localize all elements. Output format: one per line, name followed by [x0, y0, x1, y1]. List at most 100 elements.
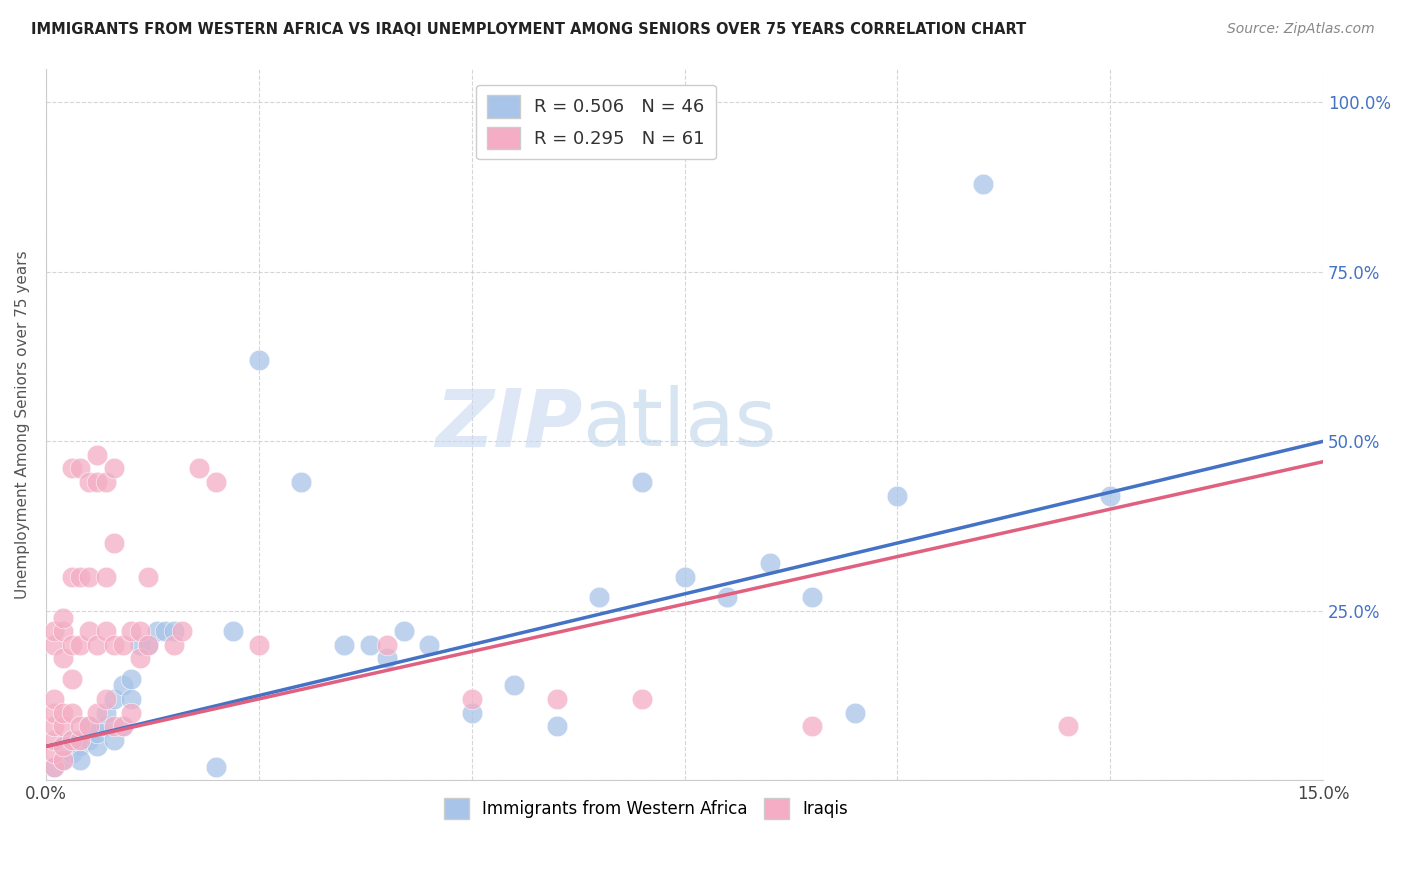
Point	[69, 719, 91, 733]
Point	[44, 692, 66, 706]
Point	[172, 624, 194, 639]
Point	[60, 570, 83, 584]
Point	[136, 570, 159, 584]
Point	[44, 732, 66, 747]
Point	[52, 739, 75, 754]
Point	[69, 570, 91, 584]
Legend: Immigrants from Western Africa, Iraqis: Immigrants from Western Africa, Iraqis	[437, 792, 855, 825]
Point	[503, 678, 526, 692]
Point	[1056, 719, 1078, 733]
Point	[52, 651, 75, 665]
Point	[44, 746, 66, 760]
Point	[145, 624, 167, 639]
Point	[77, 475, 100, 489]
Point	[546, 719, 568, 733]
Point	[120, 672, 142, 686]
Point	[136, 638, 159, 652]
Point	[52, 753, 75, 767]
Point	[886, 489, 908, 503]
Text: ZIP: ZIP	[434, 385, 582, 464]
Point	[94, 719, 117, 733]
Point	[60, 732, 83, 747]
Point	[44, 719, 66, 733]
Point	[77, 719, 100, 733]
Point	[86, 739, 108, 754]
Point	[128, 651, 150, 665]
Point	[44, 624, 66, 639]
Point	[136, 638, 159, 652]
Point	[52, 610, 75, 624]
Point	[205, 760, 228, 774]
Point	[103, 692, 125, 706]
Point	[111, 678, 134, 692]
Point	[163, 624, 186, 639]
Point	[460, 706, 482, 720]
Point	[52, 706, 75, 720]
Point	[94, 706, 117, 720]
Point	[94, 692, 117, 706]
Point	[52, 753, 75, 767]
Point	[290, 475, 312, 489]
Point	[375, 651, 398, 665]
Point	[801, 591, 824, 605]
Point	[418, 638, 440, 652]
Point	[60, 672, 83, 686]
Point	[86, 706, 108, 720]
Point	[52, 624, 75, 639]
Point	[44, 706, 66, 720]
Point	[188, 461, 211, 475]
Point	[103, 719, 125, 733]
Point	[94, 624, 117, 639]
Point	[844, 706, 866, 720]
Point	[77, 570, 100, 584]
Point	[247, 638, 270, 652]
Point	[77, 719, 100, 733]
Point	[60, 638, 83, 652]
Point	[120, 624, 142, 639]
Point	[460, 692, 482, 706]
Point	[94, 475, 117, 489]
Point	[111, 719, 134, 733]
Point	[86, 448, 108, 462]
Point	[1099, 489, 1122, 503]
Point	[103, 638, 125, 652]
Point	[758, 557, 780, 571]
Point	[801, 719, 824, 733]
Point	[163, 638, 186, 652]
Point	[111, 719, 134, 733]
Text: IMMIGRANTS FROM WESTERN AFRICA VS IRAQI UNEMPLOYMENT AMONG SENIORS OVER 75 YEARS: IMMIGRANTS FROM WESTERN AFRICA VS IRAQI …	[31, 22, 1026, 37]
Point	[359, 638, 381, 652]
Point	[94, 570, 117, 584]
Point	[205, 475, 228, 489]
Point	[69, 732, 91, 747]
Point	[222, 624, 245, 639]
Point	[103, 536, 125, 550]
Point	[60, 706, 83, 720]
Point	[77, 624, 100, 639]
Point	[375, 638, 398, 652]
Point	[972, 177, 994, 191]
Point	[69, 638, 91, 652]
Point	[392, 624, 415, 639]
Point	[673, 570, 696, 584]
Point	[60, 732, 83, 747]
Point	[247, 353, 270, 368]
Text: Source: ZipAtlas.com: Source: ZipAtlas.com	[1227, 22, 1375, 37]
Point	[44, 760, 66, 774]
Point	[52, 739, 75, 754]
Point	[546, 692, 568, 706]
Point	[120, 706, 142, 720]
Point	[86, 475, 108, 489]
Point	[333, 638, 356, 652]
Point	[44, 638, 66, 652]
Point	[128, 638, 150, 652]
Point	[60, 461, 83, 475]
Point	[588, 591, 610, 605]
Point	[631, 475, 654, 489]
Point	[69, 461, 91, 475]
Point	[60, 746, 83, 760]
Point	[120, 692, 142, 706]
Point	[103, 461, 125, 475]
Point	[716, 591, 738, 605]
Text: atlas: atlas	[582, 385, 776, 464]
